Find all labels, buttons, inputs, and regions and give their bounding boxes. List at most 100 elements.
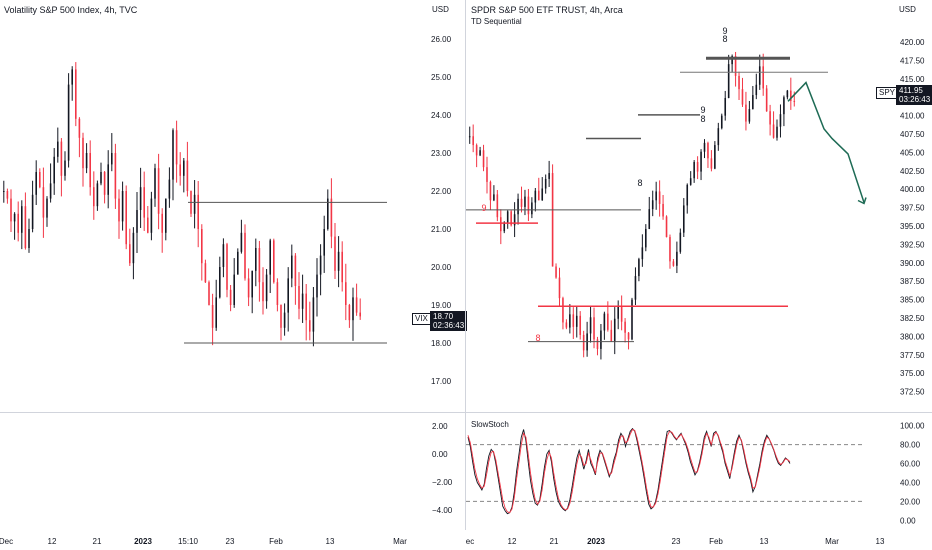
spy-ytick-label: 410.00 — [900, 112, 925, 121]
candle-body — [486, 167, 488, 182]
candle-body — [276, 282, 279, 305]
spy-ytick-label: 392.50 — [900, 240, 925, 249]
vix-price-scale[interactable]: 17.00 18.00 19.00 20.00 21.00 22.00 23.00 24.00… — [405, 0, 465, 412]
candle-body — [89, 153, 91, 188]
spy-xtick-label: ec — [466, 537, 474, 546]
spy-price-scale[interactable]: 372.50 375.00 377.50 380.00 382.50 385.00 387.… — [872, 0, 932, 412]
candle-body — [265, 274, 268, 302]
vix-osc-tick-label: −2.00 — [432, 478, 453, 487]
vix-xtick-label: 13 — [326, 537, 335, 546]
candle-body — [617, 306, 619, 319]
spy-ytick-label: 397.50 — [900, 204, 925, 213]
spy-price-box: 411.95 03:26:43 — [896, 85, 932, 105]
candle-body — [627, 332, 630, 340]
candle-body — [779, 114, 782, 127]
spy-ytick-label: 377.50 — [900, 351, 925, 360]
candle-body — [734, 56, 737, 76]
vix-candles[interactable] — [0, 0, 405, 412]
spy-price-label: 411.95 — [899, 86, 923, 95]
candle-body — [287, 278, 289, 313]
candle-body — [64, 160, 66, 176]
candle-body — [634, 276, 637, 300]
candle-body — [745, 104, 747, 122]
candle-body — [111, 153, 113, 165]
candle-body — [755, 84, 758, 96]
spy-ytick-label: 387.50 — [900, 277, 925, 286]
vix-time-axis[interactable]: Dec 12 21 2023 15:10 23 Feb 13 Mar — [0, 530, 465, 550]
candle-body — [161, 213, 163, 233]
candle-body — [696, 162, 699, 172]
candle-body — [35, 172, 37, 195]
pane-divider-horizontal[interactable] — [0, 412, 932, 413]
spy-osc-tick-label: 80.00 — [900, 441, 921, 450]
candle-body — [793, 100, 796, 102]
candle-body — [114, 153, 117, 199]
candle-body — [337, 251, 340, 271]
vix-osc-tick-label: −4.00 — [432, 506, 453, 515]
candle-body — [3, 191, 5, 192]
candle-body — [291, 255, 293, 279]
candle-body — [527, 196, 530, 215]
candle-body — [208, 282, 210, 305]
spy-ytick-label: 395.00 — [900, 222, 925, 231]
candle-body — [193, 194, 196, 214]
candle-body — [482, 150, 485, 168]
spy-ytick-label: 402.50 — [900, 167, 925, 176]
candle-body — [676, 251, 678, 266]
vix-oscillator-pane[interactable]: 2.00 0.00 −2.00 −4.00 — [0, 413, 465, 530]
candle-body — [280, 305, 282, 328]
candle-body — [686, 184, 689, 206]
spy-oscillator-pane[interactable]: 100.00 80.00 60.00 40.00 20.00 0.00 — [466, 413, 932, 530]
candle-body — [96, 183, 99, 207]
candle-body — [179, 164, 181, 176]
spy-projection-arrowhead — [857, 197, 867, 205]
vix-chart-pane[interactable] — [0, 0, 405, 412]
spy-ytick-label: 375.00 — [900, 369, 925, 378]
candle-body — [93, 187, 95, 207]
candle-body — [765, 88, 768, 112]
candle-body — [154, 168, 156, 199]
td-count-label: 8 — [535, 333, 540, 343]
candle-body — [233, 274, 235, 305]
spy-xtick-label: 13 — [760, 537, 769, 546]
candle-body — [78, 118, 81, 138]
candle-body — [593, 317, 595, 340]
candle-body — [211, 305, 214, 328]
candle-body — [790, 90, 792, 101]
spy-ytick-label: 400.00 — [900, 185, 925, 194]
candle-body — [651, 200, 654, 210]
candle-body — [327, 198, 329, 229]
candle-body — [10, 198, 12, 222]
spy-ytick-label: 417.50 — [900, 56, 925, 65]
candle-body — [700, 151, 702, 172]
candle-body — [648, 209, 651, 229]
candle-body — [165, 198, 167, 233]
candle-body — [555, 266, 557, 278]
candle-body — [672, 261, 675, 266]
spy-countdown: 03:26:43 — [899, 95, 931, 104]
candle-body — [150, 198, 153, 233]
pane-divider-vertical[interactable] — [465, 0, 466, 530]
spy-osc-tick-label: 40.00 — [900, 478, 921, 487]
candle-body — [758, 66, 761, 85]
candle-body — [136, 210, 138, 233]
candle-body — [183, 160, 185, 176]
candle-body — [301, 293, 304, 309]
candle-body — [541, 188, 544, 201]
candle-body — [294, 255, 297, 286]
spy-time-axis[interactable]: ec 12 21 2023 23 Feb 13 Mar 13 — [466, 530, 932, 550]
candle-body — [197, 194, 199, 229]
candle-body — [631, 299, 633, 340]
candle-body — [247, 278, 250, 298]
candle-body — [316, 274, 318, 298]
vix-xtick-label: Dec — [0, 537, 13, 546]
vix-osc-tick-label: 0.00 — [432, 450, 448, 459]
candle-body — [215, 297, 217, 328]
candle-body — [537, 190, 540, 201]
candle-body — [613, 318, 616, 342]
candle-body — [53, 156, 55, 184]
vix-price-label: 18.70 — [433, 312, 454, 321]
candle-body — [731, 56, 733, 65]
